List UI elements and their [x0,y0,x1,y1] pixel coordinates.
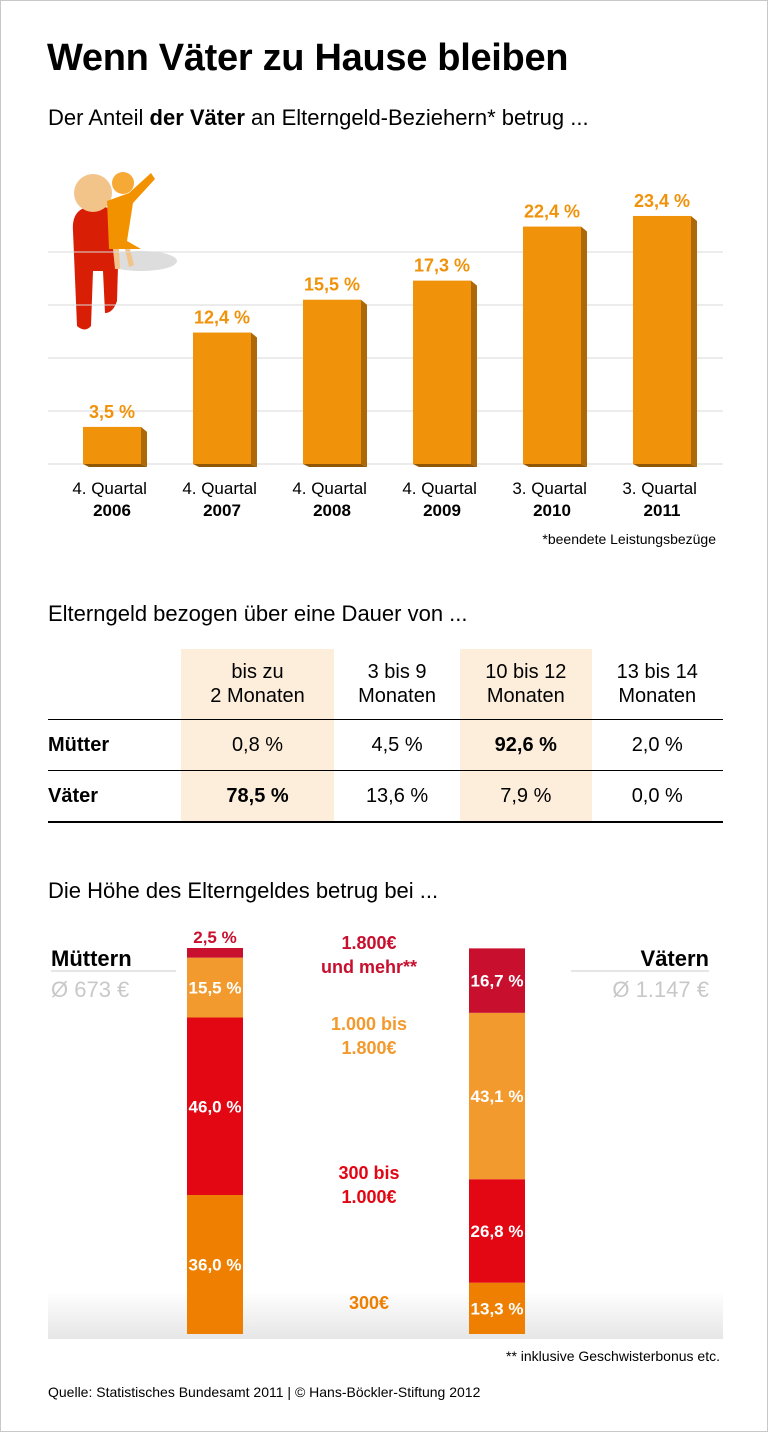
subtitle: Der Anteil der Väter an Elterngeld-Bezie… [48,105,589,131]
bar-side [251,332,257,467]
value-label: 22,4 % [524,202,580,222]
bar-bottom [523,464,587,467]
column-header: 13 bis 14 Monaten [591,649,723,720]
bar-segment [469,1179,525,1283]
cell: 0,0 % [591,770,723,823]
cell: 92,6 % [460,719,592,771]
legend-label: 1.000 bis 1.800€ [330,1014,408,1058]
x-tick-label: 4. Quartal 2007 [182,479,261,520]
bar-side [141,426,147,467]
value-label: 46,0 % [189,1097,242,1116]
bar-bottom [83,464,147,467]
header-row: bis zu 2 Monaten 3 bis 9 Monaten 10 bis … [48,649,723,720]
bar-segment [469,948,525,1013]
bar [83,426,141,464]
footnote: *beendete Leistungsbezüge [542,531,716,547]
source: Quelle: Statistisches Bundesamt 2011 | ©… [48,1384,481,1400]
bar [193,332,251,464]
value-label: 2,5 % [193,928,236,947]
legend-label: 300 bis 1.000€ [338,1163,400,1207]
bar-segment [187,948,243,958]
value-label: 15,5 % [189,979,242,998]
legend-label: 1.800€ und mehr** [320,933,417,977]
bar-side [581,226,587,467]
x-tick-label: 3. Quartal 2010 [512,479,591,520]
section-title: Die Höhe des Elterngeldes betrug bei ... [48,878,439,903]
bar [413,280,471,464]
illustration [72,172,177,330]
bar-segment [187,1017,243,1196]
value-label: 23,4 % [634,191,690,211]
value-label: 26,8 % [471,1222,524,1241]
group-label: Vätern [641,946,709,971]
column-header: bis zu 2 Monaten [181,649,335,720]
bar-side [361,299,367,467]
bar [303,299,361,464]
table-title: Elterngeld bezogen über eine Dauer von .… [48,601,468,626]
cell: 13,6 % [334,770,461,823]
group-average: Ø 1.147 € [612,977,709,1002]
bar-bottom [633,464,697,467]
title: Wenn Väter zu Hause bleiben [47,37,569,79]
value-label: 16,7 % [471,972,524,991]
column-header: 10 bis 12 Monaten [460,649,592,720]
bar-segment [469,1012,525,1180]
x-tick-label: 4. Quartal 2006 [72,479,151,520]
bar-side [691,215,697,467]
value-label: 12,4 % [194,308,250,328]
bar-bottom [413,464,477,467]
value-label: 3,5 % [89,402,135,422]
row: Väter 78,5 % 13,6 % 7,9 % 0,0 % [48,770,723,823]
subtitle-part: Der Anteil [48,105,144,130]
corner [48,649,181,720]
value-label: 13,3 % [471,1299,524,1318]
bar-segment [187,1195,243,1334]
value-label: 15,5 % [304,275,360,295]
bar-bottom [193,464,257,467]
subtitle-emphasis: der Väter [149,105,245,130]
bar-side [471,280,477,467]
footnote: ** inklusive Geschwisterbonus etc. [506,1348,720,1364]
cell: 0,8 % [181,719,335,771]
x-tick-label: 4. Quartal 2008 [292,479,371,520]
value-label: 17,3 % [414,256,470,276]
value-label: 36,0 % [189,1256,242,1275]
value-label: 43,1 % [471,1087,524,1106]
duration-table: bis zu 2 Monaten 3 bis 9 Monaten 10 bis … [48,649,723,823]
cell: 4,5 % [334,719,461,771]
cell: 2,0 % [591,719,723,771]
bar-segment [187,957,243,1018]
x-tick-label: 3. Quartal 2011 [622,479,701,520]
cell: 78,5 % [181,770,335,823]
row-label: Mütter [48,719,181,771]
x-tick-label: 4. Quartal 2009 [402,479,481,520]
group-average: Ø 673 € [51,977,129,1002]
bar [633,215,691,464]
row-label: Väter [48,770,181,823]
bar-bottom [303,464,367,467]
bar [523,226,581,464]
cell: 7,9 % [460,770,592,823]
floor-shadow [48,1291,723,1339]
legend-label: 300€ [348,1293,390,1313]
row: Mütter 0,8 % 4,5 % 92,6 % 2,0 % [48,719,723,771]
group-label: Müttern [51,946,132,971]
bar-segment [469,1282,525,1334]
column-header: 3 bis 9 Monaten [334,649,461,720]
subtitle-part: an Elterngeld-Beziehern* betrug ... [251,105,589,130]
